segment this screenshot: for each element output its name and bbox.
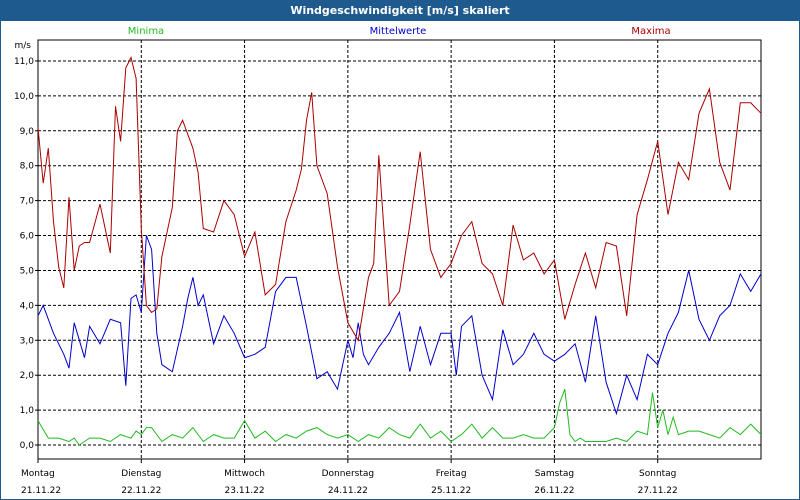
x-tick-label-day: Mittwoch xyxy=(224,469,265,479)
y-tick-label: 6,0 xyxy=(20,232,35,242)
y-tick-label: 2,0 xyxy=(20,371,35,381)
chart-title: Windgeschwindigkeit [m/s] skaliert xyxy=(1,1,799,21)
y-tick-label: 8,0 xyxy=(20,162,35,172)
y-tick-label: 5,0 xyxy=(20,266,35,276)
legend-maxima: Maxima xyxy=(631,26,670,37)
x-tick-label-day: Montag xyxy=(21,469,55,479)
plot-frame xyxy=(37,39,762,460)
y-tick-label: 3,0 xyxy=(20,336,35,346)
legend-mittelwerte: Mittelwerte xyxy=(370,26,427,37)
y-tick-label: 9,0 xyxy=(20,127,35,137)
x-tick-label-day: Freitag xyxy=(436,469,467,479)
x-tick-label-day: Samstag xyxy=(535,469,574,479)
series-line-mittelwerte xyxy=(37,235,762,416)
series-line-minima xyxy=(37,389,762,446)
x-tick-label-day: Dienstag xyxy=(121,469,161,479)
series-line-maxima xyxy=(37,56,762,342)
x-tick-label-date: 21.11.22 xyxy=(21,486,61,496)
y-tick-label: 10,0 xyxy=(14,92,34,102)
x-tick-label-date: 25.11.22 xyxy=(431,486,471,496)
y-tick-label: 4,0 xyxy=(20,301,35,311)
x-tick-label-date: 26.11.22 xyxy=(534,486,574,496)
x-tick-label-date: 22.11.22 xyxy=(121,486,161,496)
x-tick-label-date: 27.11.22 xyxy=(638,486,678,496)
y-tick-label: 1,0 xyxy=(20,406,35,416)
x-tick-label-day: Sonntag xyxy=(639,469,676,479)
y-tick-label: 0,0 xyxy=(20,441,35,451)
x-tick-label-day: Donnerstag xyxy=(322,469,375,479)
legend-minima: Minima xyxy=(128,26,164,37)
x-tick-label-date: 23.11.22 xyxy=(225,486,265,496)
y-tick-label: 11,0 xyxy=(14,57,34,67)
y-axis-unit: m/s xyxy=(15,41,32,51)
y-tick-label: 7,0 xyxy=(20,197,35,207)
x-tick-label-date: 24.11.22 xyxy=(328,486,368,496)
